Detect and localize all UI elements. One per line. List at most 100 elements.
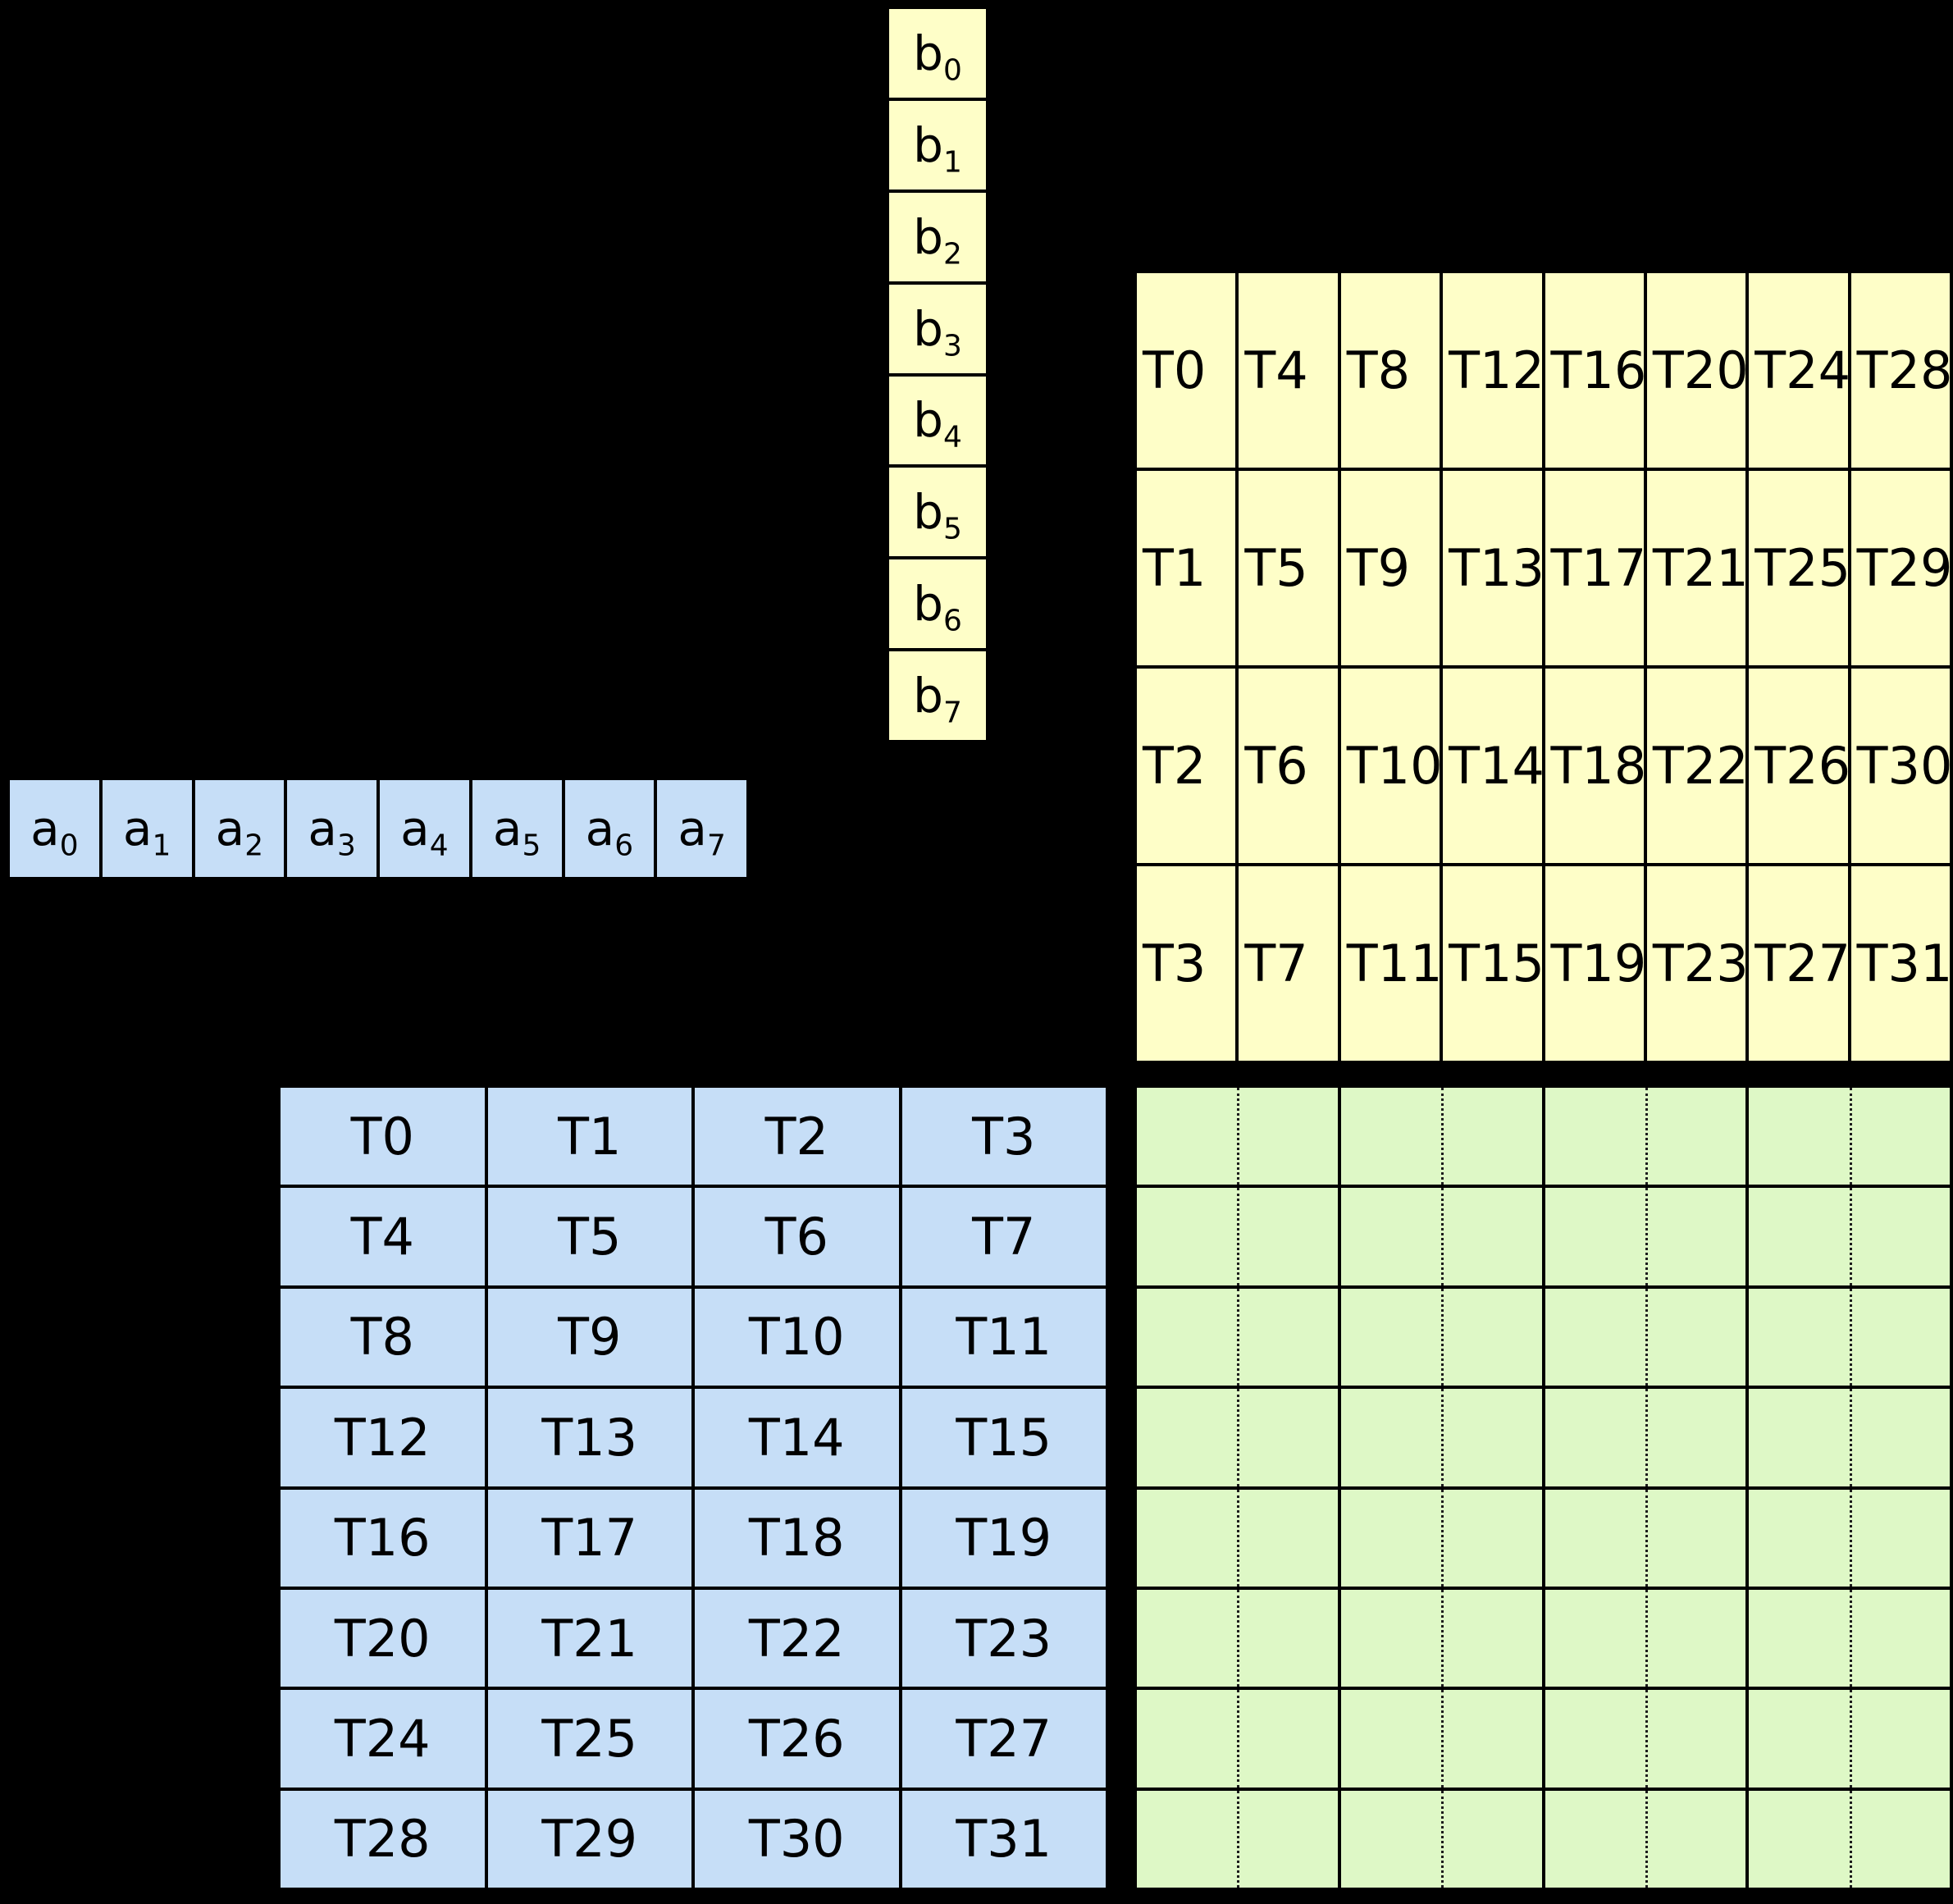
c-grid-cell-r7c0 xyxy=(1135,1788,1339,1889)
a-grid-cell-r1c1: T5 xyxy=(486,1186,693,1287)
c-grid-dotted-divider xyxy=(1849,1389,1852,1486)
c-grid-dotted-divider xyxy=(1849,1088,1852,1185)
b-grid-cell-r0c6: T24 xyxy=(1747,272,1850,469)
c-grid-dotted-divider xyxy=(1645,1790,1648,1888)
c-grid-dotted-divider xyxy=(1441,1389,1444,1486)
c-grid-dotted-divider xyxy=(1645,1589,1648,1687)
b-grid-cell-r2c2: T10 xyxy=(1339,667,1442,865)
c-grid-cell-r3c3 xyxy=(1747,1387,1951,1488)
c-grid-cell-r3c1 xyxy=(1339,1387,1544,1488)
c-grid-cell-r1c0 xyxy=(1135,1186,1339,1287)
c-grid-cell-r4c3 xyxy=(1747,1487,1951,1588)
c-grid-cell-r5c3 xyxy=(1747,1587,1951,1689)
a-grid-cell-r3c2: T14 xyxy=(693,1387,901,1488)
a-vector-cell-label-2: a2 xyxy=(215,801,264,863)
a-vector-cell-label-5: a5 xyxy=(492,801,541,863)
b-grid-cell-r3c6: T27 xyxy=(1747,865,1850,1062)
c-grid-cell-r4c2 xyxy=(1543,1487,1748,1588)
c-grid-dotted-divider xyxy=(1441,1790,1444,1888)
b-grid-cell-r1c6: T25 xyxy=(1747,469,1850,667)
c-grid-dotted-divider xyxy=(1237,1389,1240,1486)
c-grid-dotted-divider xyxy=(1237,1589,1240,1687)
c-grid-cell-r2c3 xyxy=(1747,1286,1951,1388)
b-matrix-thread-grid: T0 T4 T8 T12 T16 T20 T24 T28 T1 T5 T9 T13 T17 T21 T25 T… xyxy=(1132,268,1953,1066)
c-grid-cell-r7c3 xyxy=(1747,1788,1951,1889)
c-grid-cell-r5c2 xyxy=(1543,1587,1748,1689)
a-grid-cell-r0c1: T1 xyxy=(486,1086,693,1187)
b-grid-cell-r0c3: T12 xyxy=(1441,272,1544,469)
c-grid-cell-r6c3 xyxy=(1747,1688,1951,1789)
c-grid-dotted-divider xyxy=(1441,1288,1444,1386)
b-vector-cell-label-1: b1 xyxy=(913,116,962,180)
c-grid-cell-r1c2 xyxy=(1543,1186,1748,1287)
a-grid-cell-r3c3: T15 xyxy=(900,1387,1107,1488)
a-grid-cell-r2c2: T10 xyxy=(693,1286,901,1388)
a-grid-cell-r7c1: T29 xyxy=(486,1788,693,1889)
c-grid-cell-r0c2 xyxy=(1543,1086,1748,1187)
b-grid-cell-r1c5: T21 xyxy=(1645,469,1748,667)
a-grid-cell-r7c3: T31 xyxy=(900,1788,1107,1889)
c-accumulator-grid xyxy=(1132,1083,1953,1893)
a-grid-cell-r5c3: T23 xyxy=(900,1587,1107,1689)
a-vector-cell-label-6: a6 xyxy=(585,801,634,863)
b-grid-cell-r2c0: T2 xyxy=(1135,667,1238,865)
a-grid-cell-r2c0: T8 xyxy=(279,1286,486,1388)
c-grid-cell-r1c1 xyxy=(1339,1186,1544,1287)
b-vector-cell-1: b1 xyxy=(888,98,988,191)
c-grid-dotted-divider xyxy=(1237,1188,1240,1285)
c-grid-cell-r5c0 xyxy=(1135,1587,1339,1689)
a-vector-cell-1: a1 xyxy=(100,778,194,879)
b-grid-cell-r0c4: T16 xyxy=(1543,272,1645,469)
c-grid-cell-r4c0 xyxy=(1135,1487,1339,1588)
c-grid-cell-r7c1 xyxy=(1339,1788,1544,1889)
b-grid-cell-r1c0: T1 xyxy=(1135,469,1238,667)
c-grid-dotted-divider xyxy=(1849,1690,1852,1788)
c-grid-cell-r1c3 xyxy=(1747,1186,1951,1287)
a-grid-cell-r6c0: T24 xyxy=(279,1688,486,1789)
a-grid-cell-r6c1: T25 xyxy=(486,1688,693,1789)
a-grid-cell-r5c1: T21 xyxy=(486,1587,693,1689)
b-grid-cell-r2c4: T18 xyxy=(1543,667,1645,865)
b-vector-cell-label-6: b6 xyxy=(913,576,962,638)
b-grid-cell-r2c6: T26 xyxy=(1747,667,1850,865)
c-grid-dotted-divider xyxy=(1849,1288,1852,1386)
b-vector-cell-label-5: b5 xyxy=(913,484,962,546)
a-grid-cell-r4c3: T19 xyxy=(900,1487,1107,1588)
c-grid-dotted-divider xyxy=(1849,1790,1852,1888)
b-grid-cell-r1c3: T13 xyxy=(1441,469,1544,667)
a-vector-cell-7: a7 xyxy=(655,778,748,879)
c-grid-cell-r2c0 xyxy=(1135,1286,1339,1388)
b-grid-cell-r1c1: T5 xyxy=(1237,469,1339,667)
b-grid-cell-r0c0: T0 xyxy=(1135,272,1238,469)
b-grid-cell-r3c3: T15 xyxy=(1441,865,1544,1062)
b-grid-cell-r1c7: T29 xyxy=(1849,469,1951,667)
a-vector-cell-label-7: a7 xyxy=(678,801,726,863)
b-vector-cell-label-4: b4 xyxy=(913,392,962,455)
c-grid-cell-r0c1 xyxy=(1339,1086,1544,1187)
b-vector-cell-label-7: b7 xyxy=(913,668,962,730)
c-grid-dotted-divider xyxy=(1645,1690,1648,1788)
c-grid-cell-r4c1 xyxy=(1339,1487,1544,1588)
b-grid-cell-r3c1: T7 xyxy=(1237,865,1339,1062)
b-grid-cell-r1c2: T9 xyxy=(1339,469,1442,667)
b-vector-cell-label-0: b0 xyxy=(913,25,962,88)
b-grid-cell-r2c1: T6 xyxy=(1237,667,1339,865)
b-vector-cell-label-2: b2 xyxy=(913,208,962,272)
c-grid-dotted-divider xyxy=(1645,1389,1648,1486)
a-grid-cell-r5c0: T20 xyxy=(279,1587,486,1689)
a-grid-cell-r6c2: T26 xyxy=(693,1688,901,1789)
c-grid-cell-r7c2 xyxy=(1543,1788,1748,1889)
c-grid-dotted-divider xyxy=(1441,1690,1444,1788)
b-grid-cell-r0c7: T28 xyxy=(1849,272,1951,469)
a-grid-cell-r4c0: T16 xyxy=(279,1487,486,1588)
a-grid-cell-r0c0: T0 xyxy=(279,1086,486,1187)
c-grid-dotted-divider xyxy=(1441,1088,1444,1185)
c-grid-cell-r3c2 xyxy=(1543,1387,1748,1488)
c-grid-dotted-divider xyxy=(1645,1489,1648,1587)
c-grid-dotted-divider xyxy=(1849,1589,1852,1687)
b-grid-cell-r1c4: T17 xyxy=(1543,469,1645,667)
b-grid-cell-r3c2: T11 xyxy=(1339,865,1442,1062)
b-grid-cell-r2c3: T14 xyxy=(1441,667,1544,865)
a-grid-cell-r2c3: T11 xyxy=(900,1286,1107,1388)
